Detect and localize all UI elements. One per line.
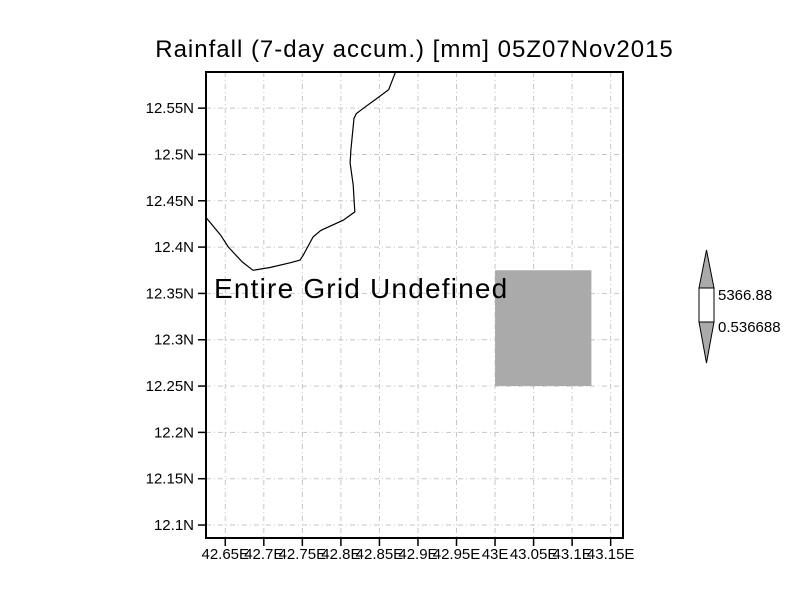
x-tick-label: 43.05E: [510, 546, 558, 563]
y-tick-label: 12.4N: [154, 239, 194, 256]
x-tick-label: 43.1E: [553, 546, 592, 563]
x-tick-label: 42.7E: [244, 546, 283, 563]
x-tick-label: 42.9E: [398, 546, 437, 563]
x-tick-label: 42.75E: [279, 546, 327, 563]
undefined-region: [495, 270, 592, 387]
x-tick-label: 43E: [482, 546, 509, 563]
y-tick-label: 12.5N: [154, 146, 194, 163]
coastline-path: [205, 71, 397, 271]
y-tick-label: 12.3N: [154, 332, 194, 349]
x-tick-label: 42.95E: [433, 546, 481, 563]
plot-title: Rainfall (7-day accum.) [mm] 05Z07Nov201…: [155, 36, 674, 63]
y-tick-label: 12.15N: [146, 471, 194, 488]
x-tick-label: 43.15E: [587, 546, 635, 563]
colorbar-min-label: 0.536688: [718, 319, 781, 336]
y-tick-label: 12.25N: [146, 378, 194, 395]
x-tick-label: 42.8E: [321, 546, 360, 563]
undefined-message: Entire Grid Undefined: [214, 273, 508, 304]
colorbar-bar: [698, 287, 715, 323]
map-frame: [205, 71, 624, 539]
colorbar-top-arrow: [698, 249, 715, 289]
x-tick-label: 42.65E: [201, 546, 249, 563]
y-tick-label: 12.45N: [146, 193, 194, 210]
x-tick-label: 42.85E: [356, 546, 404, 563]
colorbar-max-label: 5366.88: [718, 287, 772, 304]
colorbar-bottom-arrow: [698, 321, 715, 364]
y-tick-label: 12.1N: [154, 517, 194, 534]
y-tick-label: 12.55N: [146, 100, 194, 117]
y-tick-label: 12.35N: [146, 285, 194, 302]
y-tick-label: 12.2N: [154, 424, 194, 441]
